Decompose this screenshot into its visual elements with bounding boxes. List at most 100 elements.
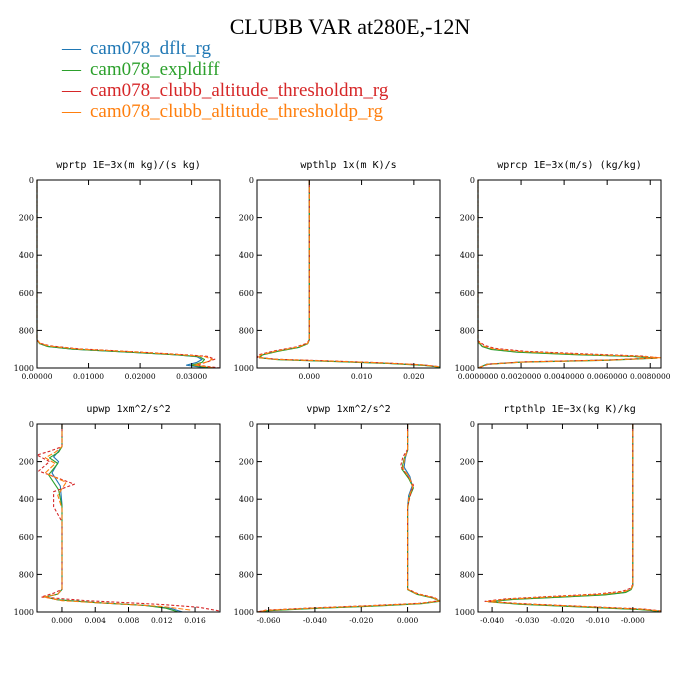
y-tick-label: 400	[460, 495, 475, 504]
y-tick-label: 600	[239, 533, 254, 542]
plot-frame	[36, 423, 221, 613]
y-tick-label: 200	[19, 458, 34, 467]
series-line-0	[488, 424, 662, 612]
x-tick-label: 0.016	[184, 616, 206, 625]
x-tick-label: 0.0080000	[630, 372, 671, 381]
y-tick-label: 0	[29, 176, 34, 185]
y-tick-label: 200	[239, 458, 254, 467]
y-tick-label: 400	[19, 251, 34, 260]
legend: — cam078_dflt_rg — cam078_expldiff — cam078…	[62, 38, 388, 122]
x-tick-label: -0.030	[515, 616, 539, 625]
x-tick-label: 0.004	[84, 616, 106, 625]
y-tick-label: 200	[19, 214, 34, 223]
series-line-0	[259, 180, 441, 368]
series-line-2	[36, 424, 221, 612]
series-line-2	[484, 424, 662, 612]
y-tick-label: 400	[239, 251, 254, 260]
y-tick-label: 800	[460, 326, 475, 335]
y-tick-label: 0	[249, 176, 254, 185]
y-tick-label: 600	[19, 533, 34, 542]
legend-label-thresholdm: cam078_clubb_altitude_thresholdm_rg	[90, 80, 389, 101]
plot-frame	[256, 179, 441, 369]
panel-title: rtpthlp 1E−3x(kg K)/kg	[503, 404, 635, 415]
y-tick-label: 0	[470, 420, 475, 429]
series-line-1	[256, 424, 441, 613]
y-tick-label: 1000	[14, 608, 34, 617]
series-line-3	[486, 424, 662, 612]
series-line-3	[36, 180, 215, 369]
y-tick-label: 1000	[234, 608, 254, 617]
panel-title: upwp 1xm^2/s^2	[86, 404, 170, 415]
x-tick-label: 0.0040000	[544, 372, 585, 381]
legend-line-thresholdm: —	[62, 80, 81, 101]
y-tick-label: 200	[460, 214, 475, 223]
series-line-0	[44, 424, 183, 613]
x-tick-label: 0.0000000	[458, 372, 499, 381]
series-line-2	[256, 180, 441, 368]
x-tick-label: 0.0060000	[587, 372, 628, 381]
plot-frame	[477, 179, 662, 369]
x-tick-label: -0.060	[257, 616, 281, 625]
series-line-2	[256, 424, 441, 613]
x-tick-label: -0.040	[303, 616, 327, 625]
y-tick-label: 1000	[234, 364, 254, 373]
x-tick-label: 0.02000	[125, 372, 156, 381]
y-tick-label: 600	[460, 533, 475, 542]
x-tick-label: 0.03000	[176, 372, 207, 381]
series-line-3	[256, 424, 441, 613]
y-tick-label: 0	[249, 420, 254, 429]
panel-2: wprcp 1E−3x(m/s) (kg/kg) 0 200 400 600 800 100…	[455, 160, 671, 381]
y-tick-label: 400	[460, 251, 475, 260]
y-tick-label: 600	[239, 289, 254, 298]
series-line-2	[36, 180, 221, 369]
y-tick-label: 1000	[455, 364, 475, 373]
y-tick-label: 1000	[14, 364, 34, 373]
x-tick-label: -0.040	[480, 616, 504, 625]
series-line-0	[36, 180, 208, 369]
series-line-1	[36, 180, 213, 369]
plot-frame	[36, 179, 221, 369]
x-tick-label: 0.020	[403, 372, 425, 381]
series-line-3	[477, 180, 662, 369]
series-line-1	[259, 180, 441, 368]
y-tick-label: 800	[19, 570, 34, 579]
legend-label-expldiff: cam078_expldiff	[90, 59, 220, 80]
series-line-1	[488, 424, 662, 612]
panel-title: wpthlp 1x(m K)/s	[300, 160, 396, 171]
x-tick-label: -0.020	[349, 616, 373, 625]
panel-title: vpwp 1xm^2/s^2	[306, 404, 390, 415]
y-tick-label: 800	[239, 326, 254, 335]
y-tick-label: 1000	[455, 608, 475, 617]
y-tick-label: 0	[470, 176, 475, 185]
panel-title: wprtp 1E−3x(m kg)/(s kg)	[56, 160, 201, 171]
panel-5: rtpthlp 1E−3x(kg K)/kg02004006008001000-…	[455, 404, 662, 625]
legend-item-thresholdp: — cam078_clubb_altitude_thresholdp_rg	[62, 101, 388, 122]
y-tick-label: 200	[460, 458, 475, 467]
y-tick-label: 600	[19, 289, 34, 298]
y-tick-label: 800	[19, 326, 34, 335]
panel-3: upwp 1xm^2/s^2 0 200 400 600 800 1000 0.000 0.00…	[14, 404, 221, 625]
x-tick-label: 0.000	[299, 372, 321, 381]
plot-frame	[477, 423, 662, 613]
y-tick-label: 0	[29, 420, 34, 429]
panel-title: wprcp 1E−3x(m/s) (kg/kg)	[497, 160, 642, 171]
x-tick-label: 0.000	[397, 616, 419, 625]
series-line-1	[477, 180, 658, 369]
x-tick-label: 0.00000	[21, 372, 52, 381]
panel-1: wpthlp 1x(m K)/s 0 200 400 600 800 1000 0.000 0.…	[234, 160, 441, 381]
legend-item-expldiff: — cam078_expldiff	[62, 59, 388, 80]
series-line-3	[43, 424, 191, 611]
plot-frame	[256, 423, 441, 613]
x-tick-label: 0.008	[118, 616, 140, 625]
panel-4: vpwp 1xm^2/s^2 0 200 400 600 800 1000-0.060 -0.…	[234, 404, 441, 625]
x-tick-label: 0.010	[351, 372, 373, 381]
series-line-2	[477, 180, 660, 369]
legend-line-expldiff: —	[62, 59, 81, 80]
x-tick-label: -0.020	[550, 616, 574, 625]
series-line-0	[256, 424, 441, 613]
figure-title: CLUBB VAR at280E,-12N	[229, 14, 471, 39]
legend-line-dflt: —	[62, 38, 81, 59]
y-tick-label: 400	[19, 495, 34, 504]
panel-0: wprtp 1E−3x(m kg)/(s kg) 0 200 400 600 800 100…	[14, 160, 221, 381]
